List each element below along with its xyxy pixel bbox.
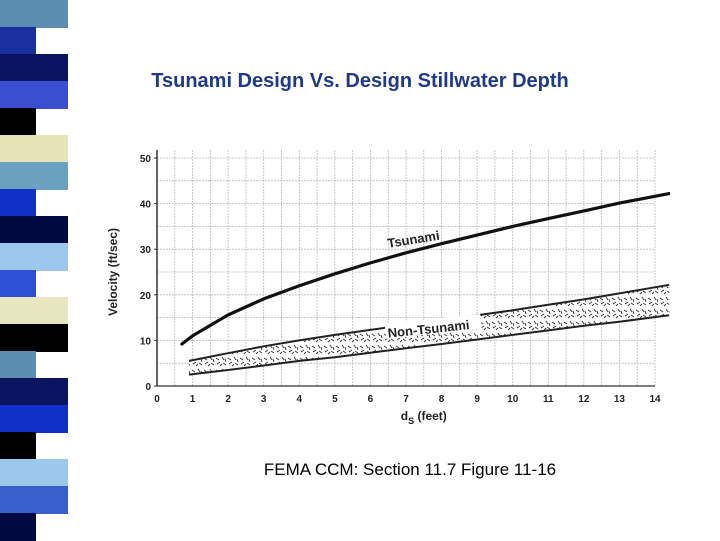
strip-block [0, 324, 68, 352]
strip-block [0, 405, 68, 433]
y-tick-label: 20 [140, 291, 152, 302]
x-tick-label: 2 [225, 394, 231, 405]
y-tick-label: 30 [140, 245, 152, 256]
non-tsunami-lower-bound [188, 314, 670, 376]
x-tick-label: 14 [649, 394, 661, 405]
figure-caption: FEMA CCM: Section 11.7 Figure 11-16 [263, 460, 557, 479]
chart: 0 1 2 3 4 5 6 7 8 9 10 11 12 13 1401020304050TsunamiNo… [106, 150, 670, 426]
tsunami-line-group [180, 192, 670, 346]
x-tick-label: 12 [578, 394, 590, 405]
strip-block [0, 81, 68, 109]
x-tick-label: 6 [368, 394, 374, 405]
strip-block [0, 297, 68, 325]
x-axis-title: dS (feet) [401, 409, 447, 426]
decorative-color-strip [0, 0, 68, 541]
strip-block [0, 0, 68, 28]
y-tick-label: 50 [140, 154, 152, 165]
x-tick-label: 5 [332, 394, 338, 405]
x-tick-label: 3 [261, 394, 267, 405]
x-tick-label: 10 [507, 394, 519, 405]
strip-block [0, 243, 68, 271]
x-tick-label: 0 [154, 394, 160, 405]
tsunami-curve [180, 192, 670, 346]
x-tick-label: 7 [403, 394, 409, 405]
strip-block [0, 432, 36, 460]
slide-title: Tsunami Design Vs. Design Stillwater Dep… [151, 70, 569, 92]
strip-block [0, 351, 36, 379]
x-tick-label: 11 [543, 394, 554, 405]
axes [154, 150, 655, 387]
strip-block [0, 459, 68, 487]
strip-block [0, 108, 36, 136]
y-axis-title: Velocity (ft/sec) [106, 228, 120, 316]
strip-block [0, 486, 68, 514]
x-tick-label: 1 [190, 394, 196, 405]
y-tick-label: 40 [140, 200, 152, 211]
x-tick-label: 9 [474, 394, 480, 405]
strip-block [0, 54, 68, 82]
strip-block [0, 135, 68, 163]
labels: 0 1 2 3 4 5 6 7 8 9 10 11 12 13 1401020304050TsunamiNo… [106, 154, 661, 426]
non-tsunami-label-backing [384, 313, 482, 339]
strip-block [0, 513, 36, 541]
strip-block [0, 27, 36, 55]
x-tick-label: 8 [439, 394, 445, 405]
strip-block [0, 162, 68, 190]
x-tick-label: 13 [614, 394, 626, 405]
y-tick-label: 0 [145, 382, 151, 393]
strip-block [0, 270, 36, 298]
strip-block [0, 216, 68, 244]
x-tick-label: 4 [297, 394, 303, 405]
grid [156, 150, 656, 387]
strip-block [0, 378, 68, 406]
strip-block [0, 189, 36, 217]
y-tick-label: 10 [140, 336, 152, 347]
